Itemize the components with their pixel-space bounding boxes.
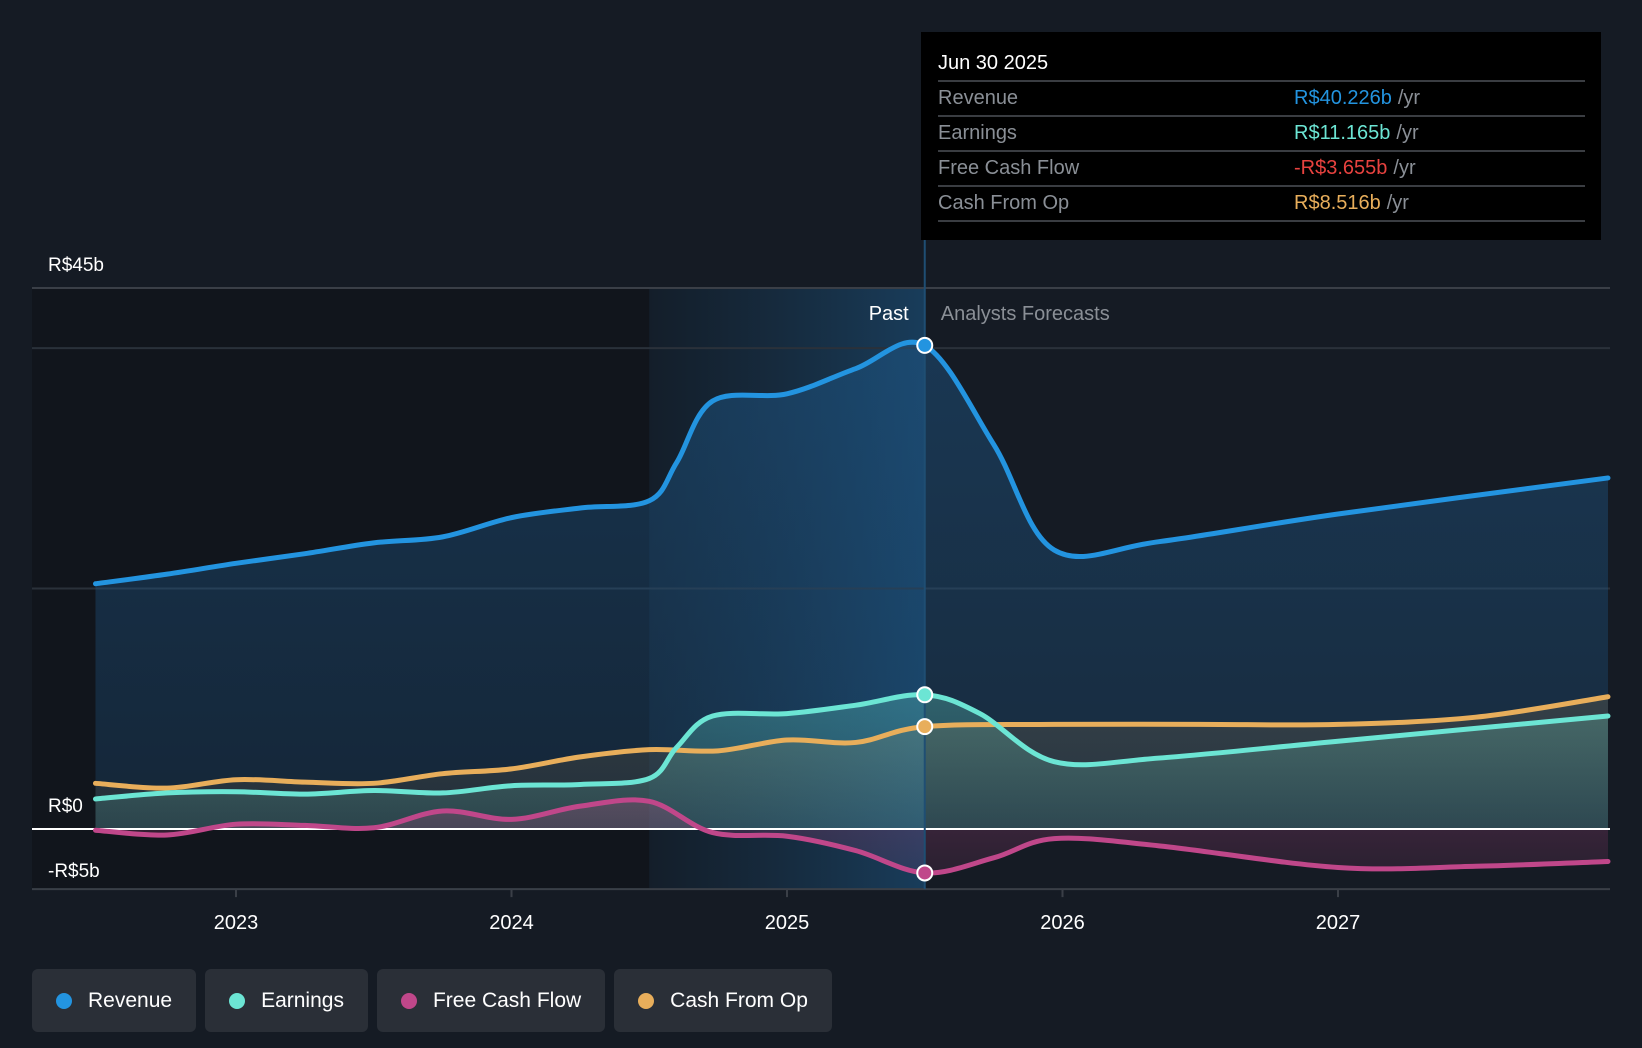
legend-label: Cash From Op xyxy=(670,988,808,1012)
x-axis-labels: 2023 2024 2025 2026 2027 xyxy=(214,912,1361,934)
tooltip-label: Free Cash Flow xyxy=(938,157,1080,179)
marker-cash-from-op[interactable] xyxy=(916,718,934,736)
x-tick-label: 2027 xyxy=(1316,912,1361,934)
tooltip-label: Cash From Op xyxy=(938,192,1070,214)
y-tick-label: R$0 xyxy=(48,796,83,817)
legend-item-free-cash-flow[interactable]: Free Cash Flow xyxy=(376,969,606,1032)
tooltip-label: Earnings xyxy=(938,122,1017,144)
series-lines xyxy=(92,339,1611,876)
legend-label: Revenue xyxy=(88,988,173,1012)
line-free-cash-flow xyxy=(92,797,1611,876)
x-tick-label: 2023 xyxy=(214,912,259,934)
tooltip-label: Revenue xyxy=(938,87,1019,109)
tooltip-row-free-cash-flow: Free Cash Flow -R$3.655b /yr xyxy=(938,152,1585,187)
y-axis-labels: R$45b R$0 -R$5b xyxy=(48,255,104,882)
tooltip-unit: /yr xyxy=(1397,87,1421,109)
legend-item-cash-from-op[interactable]: Cash From Op xyxy=(614,969,832,1032)
legend-item-revenue[interactable]: Revenue xyxy=(32,969,197,1032)
tooltip-value: R$40.226b xyxy=(1294,87,1392,109)
data-tooltip: Jun 30 2025 Revenue R$40.226b /yr Earnin… xyxy=(921,32,1601,240)
area-revenue xyxy=(95,342,1608,829)
series-areas xyxy=(95,342,1608,874)
legend-item-earnings[interactable]: Earnings xyxy=(205,969,368,1032)
analysts-forecasts-label: Analysts Forecasts xyxy=(941,303,1110,325)
past-label: Past xyxy=(869,303,909,325)
marker-earnings[interactable] xyxy=(916,686,934,704)
tooltip-date: Jun 30 2025 xyxy=(938,46,1585,82)
line-earnings xyxy=(92,692,1611,802)
tooltip-row-cash-from-op: Cash From Op R$8.516b /yr xyxy=(938,187,1585,222)
tooltip-value: -R$3.655b xyxy=(1294,157,1388,179)
tooltip-value: R$11.165b xyxy=(1294,122,1391,144)
tooltip-row-earnings: Earnings R$11.165b /yr xyxy=(938,117,1585,152)
tooltip-unit: /yr xyxy=(1396,122,1419,144)
chart-legend: Revenue Earnings Free Cash Flow Cash Fro… xyxy=(32,969,832,1032)
x-tick-label: 2025 xyxy=(765,912,810,934)
legend-dot-icon xyxy=(400,992,417,1009)
hover-markers xyxy=(916,336,934,882)
tooltip-row-revenue: Revenue R$40.226b /yr xyxy=(938,82,1585,117)
legend-label: Free Cash Flow xyxy=(432,988,582,1012)
x-tick-label: 2024 xyxy=(489,912,534,934)
legend-dot-icon xyxy=(229,992,246,1009)
line-revenue xyxy=(92,339,1611,587)
x-tick-label: 2026 xyxy=(1040,912,1085,934)
area-cash-from-op xyxy=(95,696,1608,829)
legend-dot-icon xyxy=(638,992,655,1009)
tooltip-value: R$8.516b xyxy=(1294,192,1381,214)
line-cash-from-op xyxy=(92,694,1611,791)
legend-label: Earnings xyxy=(261,988,344,1012)
marker-free-cash-flow[interactable] xyxy=(916,864,934,882)
y-tick-label: R$45b xyxy=(48,255,104,276)
tooltip-unit: /yr xyxy=(1386,192,1409,214)
y-tick-label: -R$5b xyxy=(48,861,100,882)
tooltip-unit: /yr xyxy=(1393,157,1416,179)
marker-revenue[interactable] xyxy=(916,336,934,354)
legend-dot-icon xyxy=(56,992,72,1009)
